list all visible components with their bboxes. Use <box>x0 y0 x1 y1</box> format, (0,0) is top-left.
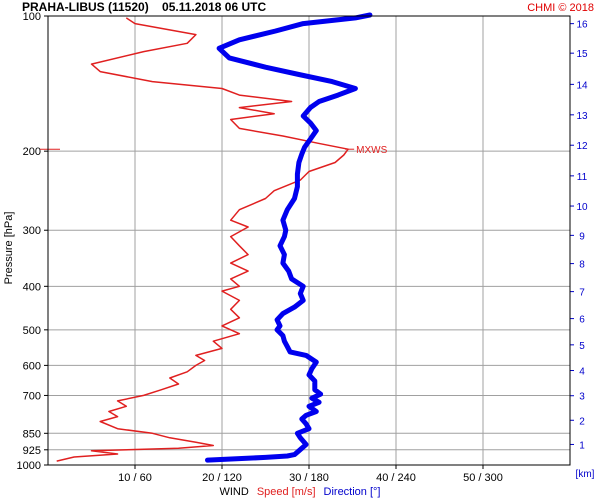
chart-title: PRAHA-LIBUS (11520) 05.11.2018 06 UTC <box>22 0 266 14</box>
pressure-tick-label: 300 <box>23 225 41 237</box>
pressure-tick-label: 600 <box>23 360 41 372</box>
height-tick-label: 7 <box>579 288 585 299</box>
x-label-speed: Speed [m/s] <box>257 486 316 498</box>
speed-tick-label: 30 / 180 <box>289 472 329 484</box>
speed-tick-label: 40 / 240 <box>376 472 416 484</box>
speed-tick-label: 20 / 120 <box>202 472 242 484</box>
speed-tick-label: 10 / 60 <box>118 472 152 484</box>
height-tick-label: 5 <box>579 341 585 352</box>
pressure-tick-label: 200 <box>23 146 41 158</box>
height-tick-label: 14 <box>576 80 588 91</box>
credit-label: CHMI © 2018 <box>527 2 594 14</box>
x-label-wind: WIND <box>219 486 248 498</box>
height-tick-label: 6 <box>579 315 585 326</box>
pressure-tick-label: 925 <box>23 445 41 457</box>
height-tick-label: 1 <box>579 440 585 451</box>
pressure-tick-label: 500 <box>23 325 41 337</box>
y-axis-label: Pressure [hPa] <box>3 212 15 285</box>
annotations: MXWS <box>40 145 388 156</box>
x-axis-label: WIND Speed [m/s] Direction [°] <box>219 486 380 498</box>
pressure-tick-label: 850 <box>23 428 41 440</box>
height-tick-label: 11 <box>577 172 588 183</box>
pressure-tick-label: 100 <box>23 11 41 23</box>
height-tick-label: 16 <box>576 20 588 31</box>
speed-series-line <box>56 17 349 462</box>
pressure-tick-label: 700 <box>23 390 41 402</box>
height-axis-label: [km] <box>576 469 595 480</box>
height-tick-label: 3 <box>579 392 585 403</box>
height-tick-label: 9 <box>579 231 585 242</box>
height-tick-label: 15 <box>576 49 588 60</box>
pressure-axis-ticks: 100 200 300 400 500 600 700 850 925 1000 <box>17 11 48 472</box>
height-tick-label: 8 <box>579 260 585 271</box>
height-tick-label: 2 <box>579 416 585 427</box>
speed-direction-axis-ticks: 10 / 60 20 / 120 30 / 180 40 / 240 50 / 300 <box>118 465 503 484</box>
direction-series-line <box>205 12 373 463</box>
height-tick-label: 10 <box>576 202 588 213</box>
height-tick-label: 4 <box>579 367 585 378</box>
mxws-label: MXWS <box>356 145 387 156</box>
x-label-direction: Direction [°] <box>324 486 381 498</box>
pressure-tick-label: 400 <box>23 281 41 293</box>
plot-frame <box>47 15 571 466</box>
pressure-tick-label: 1000 <box>17 460 41 472</box>
speed-tick-label: 50 / 300 <box>463 472 503 484</box>
height-tick-label: 13 <box>576 111 588 122</box>
height-tick-label: 12 <box>576 141 588 152</box>
